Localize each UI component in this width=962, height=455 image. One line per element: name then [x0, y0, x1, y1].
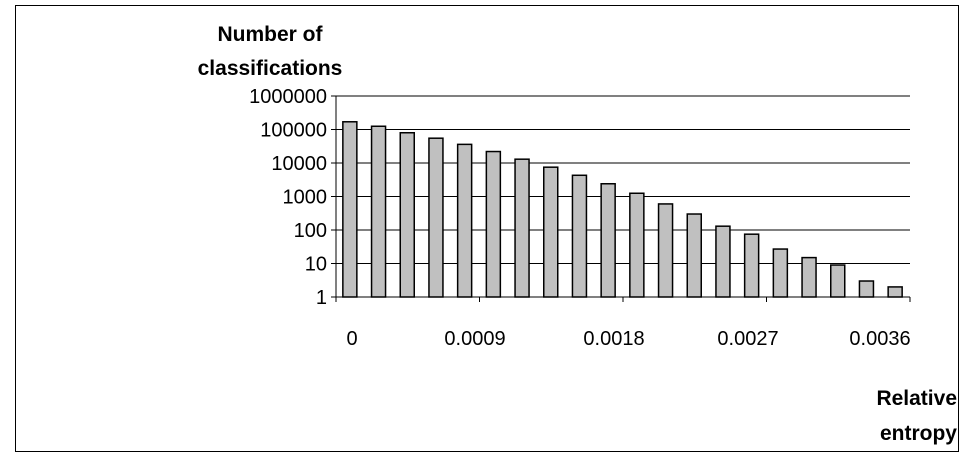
- bar: [399, 131, 415, 298]
- y-axis-title-line-1: Number of: [218, 23, 324, 46]
- y-tick-label: 1000000: [249, 86, 327, 108]
- x-tick-label: 0.0018: [583, 328, 644, 350]
- y-tick-label: 10000: [271, 153, 327, 175]
- bar: [772, 248, 789, 298]
- bar: [657, 203, 674, 298]
- y-tick-label: 100: [294, 220, 327, 242]
- bar: [686, 213, 702, 298]
- bar: [743, 233, 760, 298]
- bar: [887, 286, 903, 298]
- bar: [571, 174, 588, 298]
- y-axis-title-line-2: classifications: [198, 57, 343, 80]
- x-tick-label: 0.0036: [849, 328, 910, 350]
- x-tick-label: 0.0027: [717, 328, 778, 350]
- y-tick-label: 100000: [260, 120, 327, 142]
- x-axis-title-line-1: Relative: [876, 387, 957, 410]
- y-tick-label: 1: [316, 287, 327, 309]
- y-tick-label: 1000: [283, 187, 328, 209]
- bar: [370, 125, 387, 298]
- bar: [456, 143, 473, 298]
- bar: [600, 183, 616, 298]
- bar: [629, 192, 645, 298]
- bar: [801, 256, 817, 298]
- bar: [715, 225, 731, 298]
- bar: [830, 264, 846, 298]
- y-tick-label: 10: [305, 254, 327, 276]
- x-axis-title-line-2: entropy: [880, 422, 957, 445]
- bar: [342, 121, 358, 298]
- bar: [485, 150, 502, 298]
- bar: [858, 280, 875, 298]
- bar: [428, 137, 444, 298]
- x-tick-label: 0.0009: [444, 328, 505, 350]
- bar: [543, 166, 559, 298]
- bar: [514, 158, 530, 298]
- x-tick-label: 0: [346, 328, 357, 350]
